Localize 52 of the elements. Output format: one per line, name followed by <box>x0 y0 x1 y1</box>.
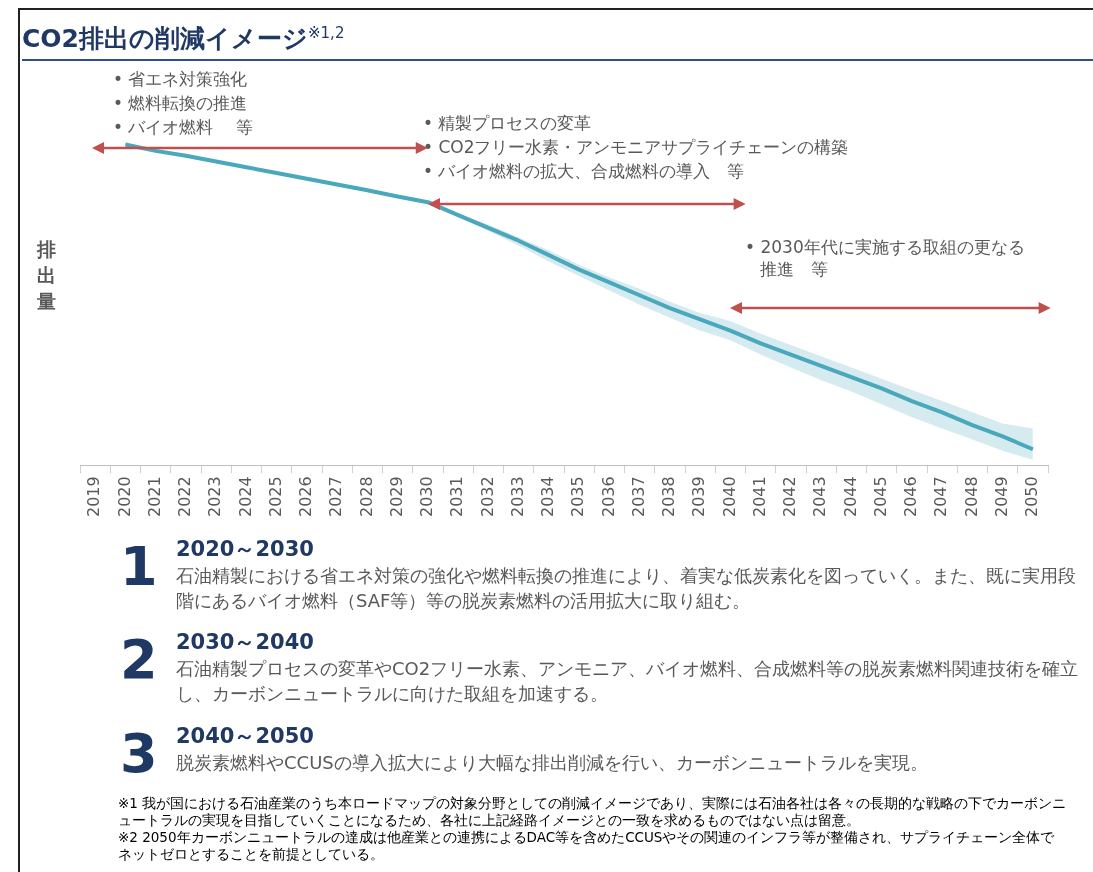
x-tick-label: 2028 <box>356 476 376 517</box>
x-tick-label: 2034 <box>538 476 558 517</box>
x-tick-label: 2031 <box>447 476 467 517</box>
x-tick-label: 2019 <box>84 476 104 517</box>
text: 石油精製プロセスの変革やCO2フリー水素、アンモニア、バイオ燃料、合成燃料等の脱炭素燃料関連技術を確立し、カーボンニュートラルに向けた取組を加速する。 <box>176 657 1080 706</box>
annotation: • CO2フリー水素・アンモニアサプライチェーンの構築 <box>423 136 849 158</box>
text: ※2 2050年カーボンニュートラルの達成は他産業との連携によるDAC等を含めたCCUSやその関連のインフラ等が整備され、サプライチェーン全体でネットゼロとすることを前提としている。 <box>118 829 1056 863</box>
text: 石油精製における省エネ対策の強化や燃料転換の推進により、着実な低炭素化を図っていく。また、既に実用段階にあるバイオ燃料（SAF等）等の脱炭素燃料の活用拡大に取り組む。 <box>176 564 1077 613</box>
x-tick-label: 2020 <box>114 476 134 517</box>
x-tick-label: 2048 <box>961 476 981 517</box>
x-tick-label: 2032 <box>477 476 497 517</box>
x-tick-label: 2027 <box>326 476 346 517</box>
text: 1 <box>120 535 158 598</box>
text: 2030～2040 <box>176 629 314 656</box>
x-tick-label: 2035 <box>568 476 588 517</box>
x-tick-label: 2023 <box>205 476 225 517</box>
x-tick-label: 2050 <box>1022 476 1042 517</box>
text: 2040～2050 <box>176 723 314 750</box>
x-tick-label: 2040 <box>719 476 739 517</box>
text: 脱炭素燃料やCCUSの導入拡大により大幅な排出削減を行い、カーボンニュートラルを実現。 <box>176 751 929 775</box>
text: • バイオ燃料 等 <box>113 116 253 138</box>
x-tick-label: 2024 <box>235 476 255 517</box>
annotation: • 2030年代に実施する取組の更なる推進 等 <box>745 236 1026 280</box>
x-tick-label: 2022 <box>175 476 195 517</box>
text: 2020～2030 <box>176 536 314 563</box>
x-tick-label: 2030 <box>417 476 437 517</box>
text: 2 <box>120 628 158 691</box>
x-tick-label: 2033 <box>507 476 527 517</box>
x-tick-label: 2038 <box>659 476 679 517</box>
x-tick-label: 2025 <box>265 476 285 517</box>
x-tick-label: 2044 <box>840 476 860 517</box>
x-tick-label: 2026 <box>296 476 316 517</box>
text: 3 <box>120 722 158 785</box>
x-tick-label: 2046 <box>901 476 921 517</box>
chart-title: CO2排出の削減イメージ$^{※1,2}$ <box>22 22 1093 61</box>
x-tick-label: 2021 <box>144 476 164 517</box>
annotation: • バイオ燃料の拡大、合成燃料の導入 等 <box>423 160 745 182</box>
x-tick-label: 2042 <box>780 476 800 517</box>
x-tick-label: 2036 <box>598 476 618 517</box>
text: • 精製プロセスの変革 <box>423 112 592 134</box>
x-tick-label: 2049 <box>991 476 1011 517</box>
text: • 燃料転換の推進 <box>113 92 248 114</box>
x-tick-label: 2041 <box>749 476 769 517</box>
text: ※1 我が国における石油産業のうち本ロードマップの対象分野としての削減イメージであり、実際には石油各社は各々の長期的な戦略の下でカーボンニュートラルの実現を目指していくことになるため、各社に上記経路イメージとの一致を求めるものではない点は留意。 <box>118 795 1068 829</box>
x-tick-label: 2039 <box>689 476 709 517</box>
x-tick-label: 2037 <box>628 476 648 517</box>
x-tick-label: 2029 <box>386 476 406 517</box>
y-axis-title: 排出量 <box>37 237 57 314</box>
x-tick-label: 2047 <box>931 476 951 517</box>
x-tick-label: 2043 <box>810 476 830 517</box>
text: • 省エネ対策強化 <box>113 68 248 90</box>
x-tick-label: 2045 <box>870 476 890 517</box>
